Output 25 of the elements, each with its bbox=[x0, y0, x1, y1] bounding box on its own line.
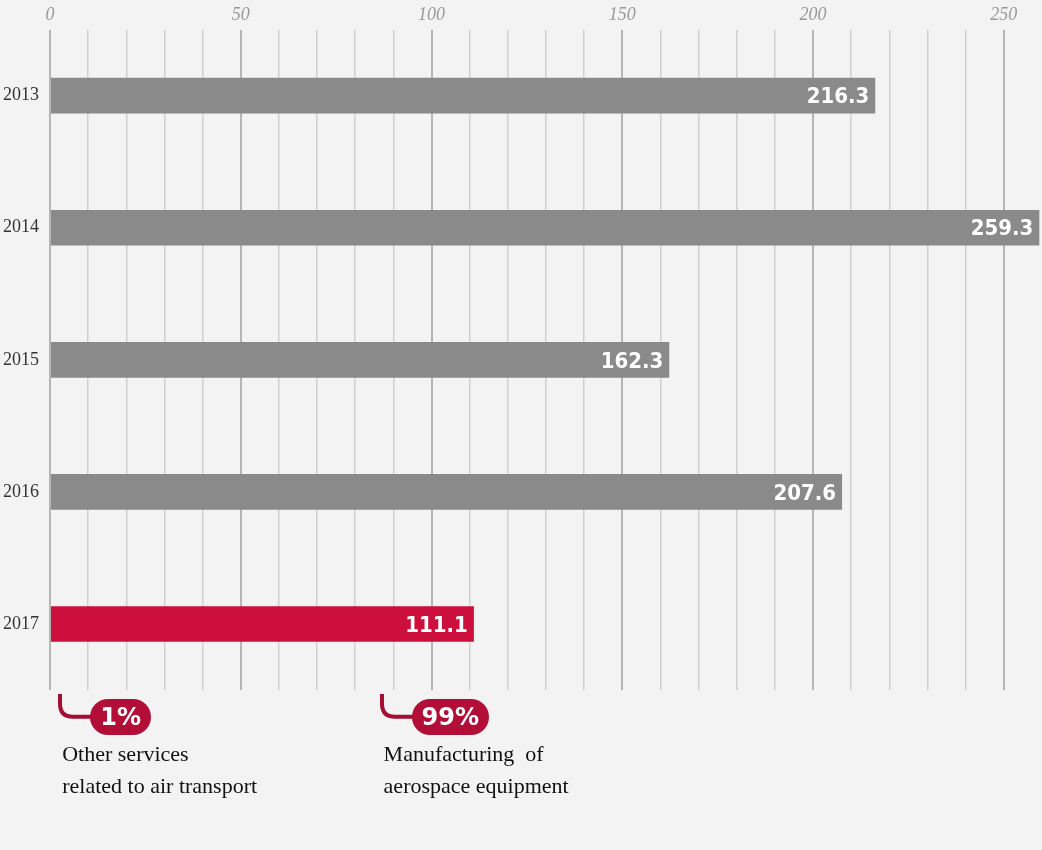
y-tick-label: 2013 bbox=[3, 84, 39, 105]
x-tick-label: 150 bbox=[608, 3, 636, 24]
y-tick-label: 2016 bbox=[3, 480, 39, 501]
x-tick-label: 0 bbox=[45, 3, 55, 24]
text: 99% bbox=[411, 698, 490, 735]
text: Other services related to air transport bbox=[62, 739, 258, 800]
y-tick-label: 2015 bbox=[3, 348, 39, 369]
bar bbox=[51, 474, 843, 510]
y-tick-label: 2014 bbox=[3, 216, 39, 237]
bar bbox=[51, 606, 474, 642]
x-tick-label: 200 bbox=[799, 3, 827, 24]
bar bbox=[51, 341, 670, 378]
x-tick-label: 100 bbox=[418, 3, 446, 24]
x-tick-label: 50 bbox=[231, 3, 250, 24]
text: Manufacturing of aerospace equipment bbox=[383, 739, 569, 800]
data-label: 259.3 bbox=[970, 215, 1034, 241]
data-label: 207.6 bbox=[773, 479, 837, 505]
text: 1% bbox=[90, 698, 151, 735]
data-label: 216.3 bbox=[806, 83, 870, 109]
data-label: 162.3 bbox=[600, 347, 664, 373]
bar bbox=[51, 77, 876, 114]
y-tick-label: 2017 bbox=[3, 612, 39, 633]
x-tick-label: 250 bbox=[990, 3, 1018, 24]
data-label: 111.1 bbox=[405, 611, 468, 637]
bar bbox=[51, 209, 1040, 246]
